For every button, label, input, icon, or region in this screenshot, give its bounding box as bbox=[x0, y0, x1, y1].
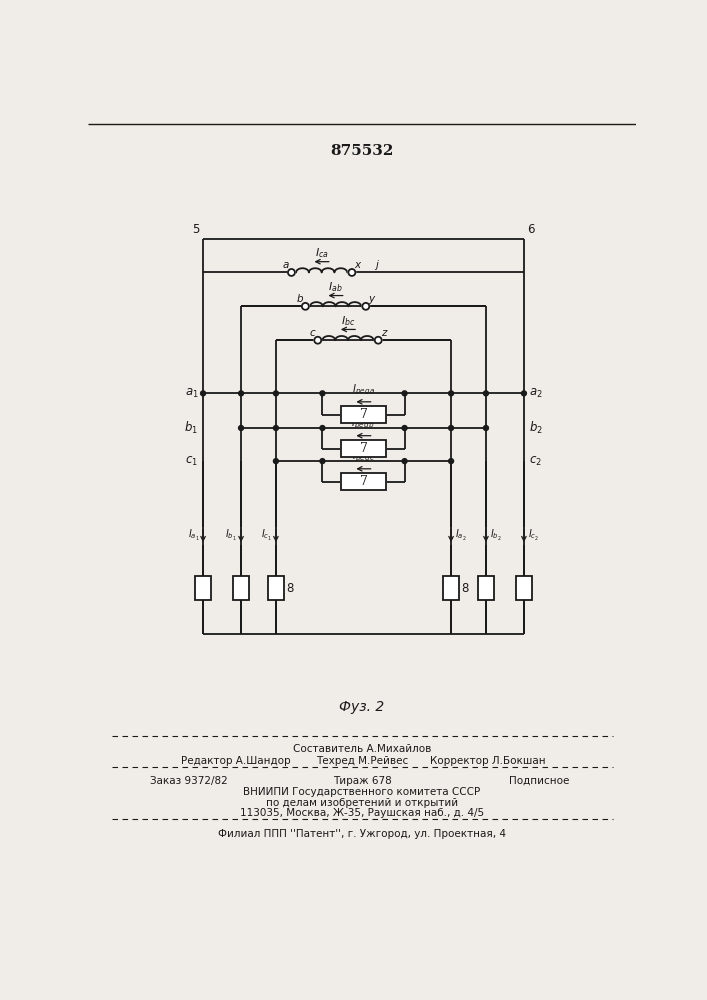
Text: 8: 8 bbox=[286, 582, 293, 595]
Text: 7: 7 bbox=[360, 408, 368, 421]
Text: j: j bbox=[375, 260, 378, 270]
Text: 8: 8 bbox=[461, 582, 469, 595]
Text: Техред М.Рейвес: Техред М.Рейвес bbox=[316, 756, 408, 766]
Circle shape bbox=[349, 269, 356, 276]
Text: $c_2$: $c_2$ bbox=[529, 455, 542, 468]
Text: Тираж 678: Тираж 678 bbox=[332, 776, 392, 786]
Text: Составитель А.Михайлов: Составитель А.Михайлов bbox=[293, 744, 431, 754]
Circle shape bbox=[274, 391, 279, 396]
Text: 7: 7 bbox=[360, 442, 368, 455]
Text: $a_1$: $a_1$ bbox=[185, 387, 199, 400]
Bar bbox=[341, 440, 386, 457]
Text: Заказ 9372/82: Заказ 9372/82 bbox=[151, 776, 228, 786]
Text: $I_{peg\,b}$: $I_{peg\,b}$ bbox=[351, 417, 375, 431]
Circle shape bbox=[402, 391, 407, 396]
Circle shape bbox=[320, 459, 325, 464]
Text: $I_{b_1}$: $I_{b_1}$ bbox=[226, 528, 237, 543]
Circle shape bbox=[449, 391, 454, 396]
Text: y: y bbox=[368, 294, 374, 304]
Text: $I_{c_1}$: $I_{c_1}$ bbox=[261, 528, 272, 543]
Circle shape bbox=[484, 426, 489, 430]
Text: a: a bbox=[283, 260, 289, 270]
Bar bbox=[233, 576, 249, 600]
Circle shape bbox=[320, 391, 325, 396]
Text: Филиал ППП ''Патент'', г. Ужгород, ул. Проектная, 4: Филиал ППП ''Патент'', г. Ужгород, ул. П… bbox=[218, 829, 506, 839]
Text: по делам изобретений и открытий: по делам изобретений и открытий bbox=[266, 798, 458, 808]
Text: $b_2$: $b_2$ bbox=[529, 420, 542, 436]
Text: z: z bbox=[380, 328, 386, 338]
Text: 875532: 875532 bbox=[330, 144, 394, 158]
Circle shape bbox=[201, 391, 206, 396]
Text: $I_{ca}$: $I_{ca}$ bbox=[315, 246, 329, 260]
Circle shape bbox=[274, 459, 279, 464]
Bar bbox=[443, 576, 459, 600]
Text: Корректор Л.Бокшан: Корректор Л.Бокшан bbox=[430, 756, 546, 766]
Text: 7: 7 bbox=[360, 475, 368, 488]
Circle shape bbox=[363, 303, 369, 310]
Text: 6: 6 bbox=[527, 223, 534, 236]
Text: x: x bbox=[354, 260, 361, 270]
Circle shape bbox=[288, 269, 295, 276]
Bar bbox=[341, 406, 386, 423]
Text: $b_1$: $b_1$ bbox=[185, 420, 199, 436]
Bar bbox=[268, 576, 284, 600]
Circle shape bbox=[402, 426, 407, 430]
Text: ВНИИПИ Государственного комитета СССР: ВНИИПИ Государственного комитета СССР bbox=[243, 787, 481, 797]
Circle shape bbox=[238, 391, 243, 396]
Text: $c_1$: $c_1$ bbox=[185, 455, 199, 468]
Circle shape bbox=[449, 459, 454, 464]
Circle shape bbox=[302, 303, 309, 310]
Text: $I_{bc}$: $I_{bc}$ bbox=[341, 314, 355, 328]
Circle shape bbox=[449, 426, 454, 430]
Bar bbox=[478, 576, 493, 600]
Circle shape bbox=[402, 459, 407, 464]
Text: Редактор А.Шандор: Редактор А.Шандор bbox=[182, 756, 291, 766]
Text: c: c bbox=[310, 328, 315, 338]
Circle shape bbox=[238, 426, 243, 430]
Text: b: b bbox=[296, 294, 303, 304]
Circle shape bbox=[522, 391, 527, 396]
Circle shape bbox=[320, 426, 325, 430]
Text: $I_{a_1}$: $I_{a_1}$ bbox=[187, 528, 199, 543]
Text: $a_2$: $a_2$ bbox=[529, 387, 542, 400]
Text: 113035, Москва, Ж-35, Раушская наб., д. 4/5: 113035, Москва, Ж-35, Раушская наб., д. … bbox=[240, 808, 484, 818]
Text: $I_{a_2}$: $I_{a_2}$ bbox=[455, 528, 467, 543]
Circle shape bbox=[375, 337, 382, 344]
Circle shape bbox=[315, 337, 321, 344]
Text: Фуз. 2: Фуз. 2 bbox=[339, 700, 385, 714]
Text: $I_{peg\,c}$: $I_{peg\,c}$ bbox=[351, 450, 375, 464]
Text: $I_{peg\,a}$: $I_{peg\,a}$ bbox=[351, 383, 375, 397]
Circle shape bbox=[274, 426, 279, 430]
Text: 5: 5 bbox=[192, 223, 200, 236]
Text: $I_{ab}$: $I_{ab}$ bbox=[328, 280, 343, 294]
Text: $I_{c_2}$: $I_{c_2}$ bbox=[528, 528, 539, 543]
Text: Подписное: Подписное bbox=[508, 776, 569, 786]
Bar bbox=[195, 576, 211, 600]
Text: $I_{b_2}$: $I_{b_2}$ bbox=[490, 528, 501, 543]
Bar bbox=[516, 576, 532, 600]
Bar bbox=[341, 473, 386, 490]
Circle shape bbox=[484, 391, 489, 396]
